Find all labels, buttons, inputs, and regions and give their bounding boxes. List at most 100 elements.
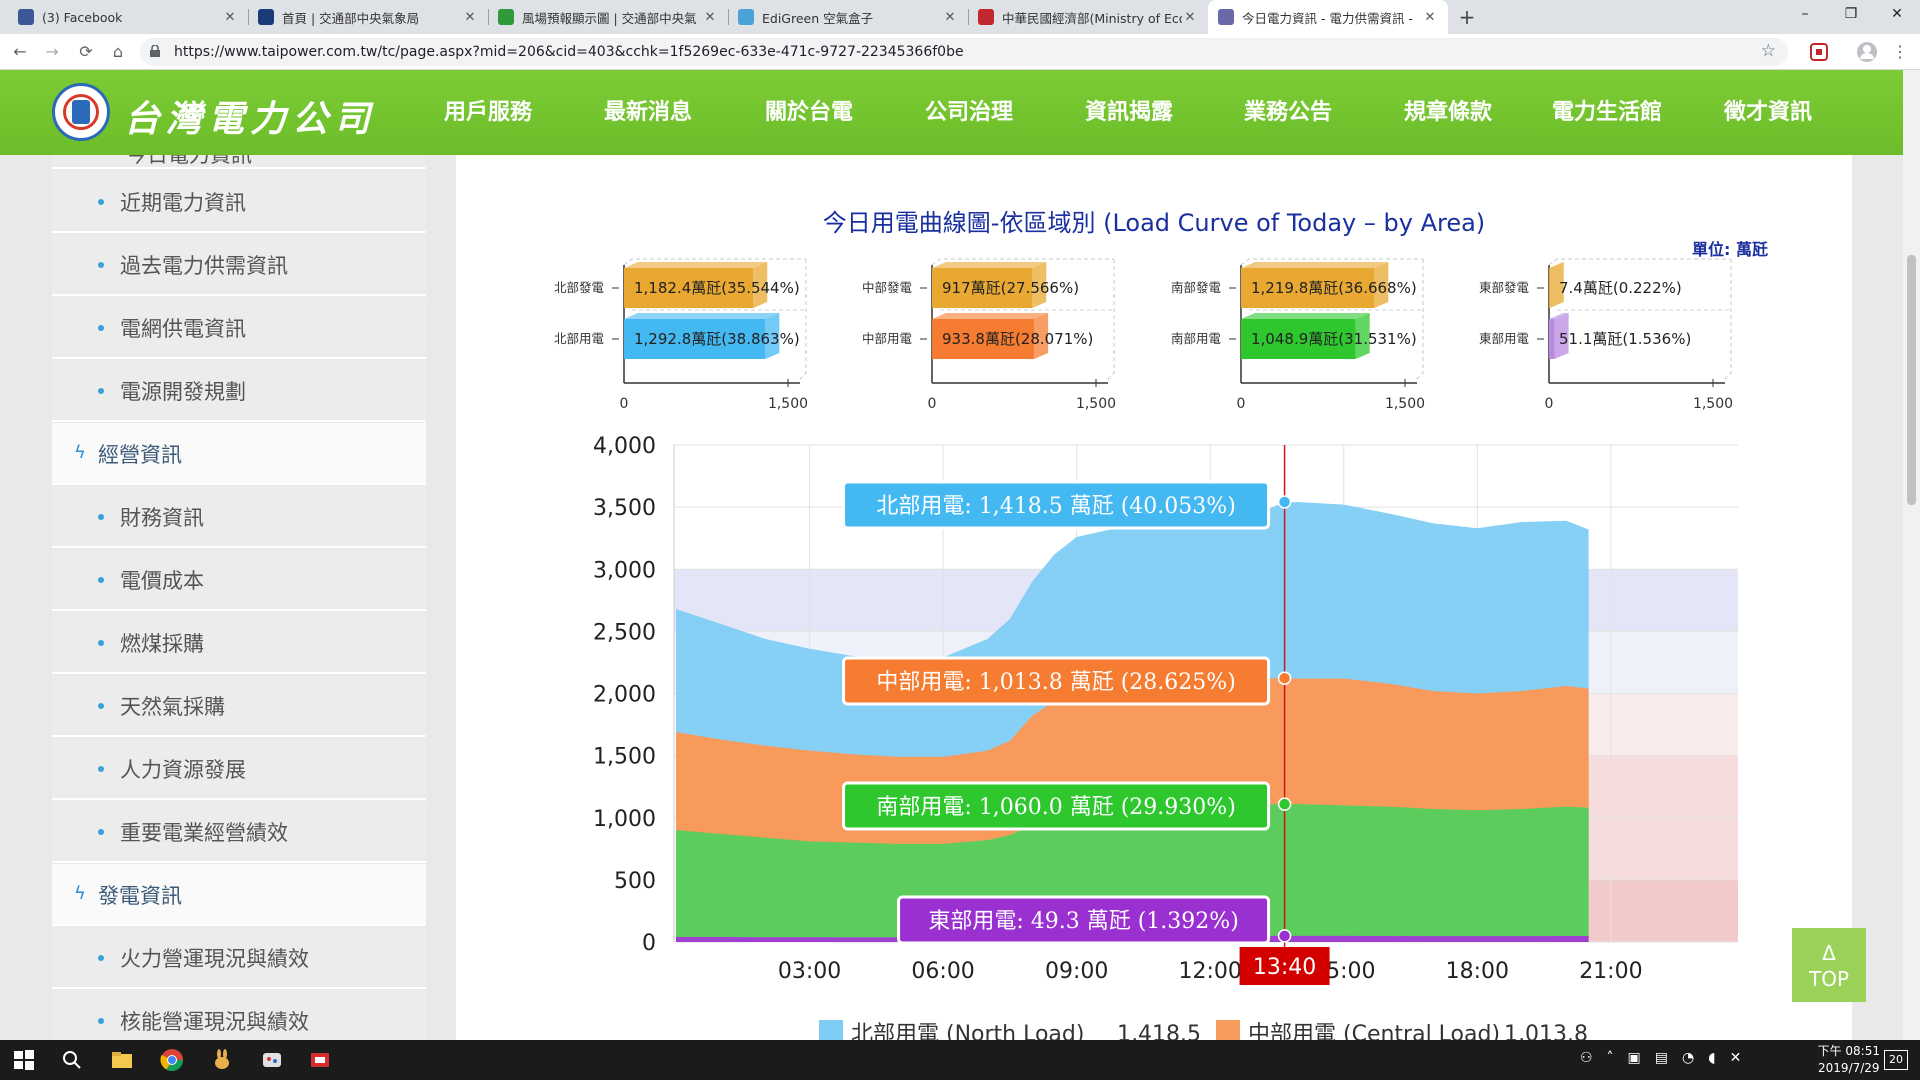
- sidebar-item[interactable]: 火力營運現況與績效: [52, 927, 426, 989]
- notification-center-icon[interactable]: 20: [1884, 1050, 1908, 1070]
- bar-load[interactable]: [1549, 319, 1555, 359]
- sidebar-item[interactable]: 天然氣採購: [52, 675, 426, 737]
- menu-icon[interactable]: ⋮: [1892, 42, 1908, 61]
- browser-tab[interactable]: 風場預報顯示圖 | 交通部中央氣 ✕: [488, 0, 728, 34]
- close-window-button[interactable]: ✕: [1891, 6, 1903, 22]
- app-red-icon[interactable]: [308, 1048, 332, 1072]
- chrome-icon[interactable]: [160, 1048, 184, 1072]
- x-tick-label: 1,500: [1385, 396, 1425, 412]
- sidebar-item[interactable]: 重要電業經營績效: [52, 801, 426, 863]
- sidebar-item[interactable]: 電源開發規劃: [52, 360, 426, 422]
- url-text: https://www.taipower.com.tw/tc/page.aspx…: [174, 44, 964, 60]
- bar-generation[interactable]: [624, 268, 754, 308]
- cursor-time-label: 13:40: [1253, 955, 1316, 980]
- sidebar-item[interactable]: 電價成本: [52, 549, 426, 611]
- back-icon[interactable]: ←: [13, 42, 27, 61]
- home-icon[interactable]: ⌂: [112, 42, 124, 61]
- bar-side: [1355, 313, 1370, 359]
- sidebar-item[interactable]: 燃煤採購: [52, 612, 426, 674]
- nav-item-2[interactable]: 最新消息: [604, 100, 693, 125]
- profile-avatar-icon[interactable]: [1856, 41, 1878, 63]
- tab-close-icon[interactable]: ✕: [704, 9, 716, 25]
- tab-close-icon[interactable]: ✕: [464, 9, 476, 25]
- bar-load[interactable]: [624, 319, 766, 359]
- sidebar-section-header[interactable]: ϟ 發電資訊: [52, 864, 426, 926]
- sidebar-item[interactable]: 近期電力資訊: [52, 171, 426, 233]
- maximize-button[interactable]: ❐: [1844, 6, 1858, 22]
- browser-tab[interactable]: (3) Facebook ✕: [8, 0, 248, 34]
- browser-tab[interactable]: 今日電力資訊 - 電力供需資訊 - ✕: [1208, 0, 1448, 34]
- series-point-marker[interactable]: [1277, 797, 1292, 811]
- bar-generation[interactable]: [932, 268, 1033, 308]
- x-tick-label: 0: [620, 396, 629, 412]
- new-tab-button[interactable]: +: [1458, 5, 1476, 29]
- nav-item-9[interactable]: 徵才資訊: [1724, 100, 1813, 125]
- taipower-logo-icon[interactable]: [52, 83, 110, 141]
- legend-swatch[interactable]: [1216, 1020, 1240, 1040]
- sidebar-item[interactable]: 人力資源發展: [52, 738, 426, 800]
- tab-title: 中華民國經濟部(Ministry of Eco: [1002, 10, 1182, 26]
- nav-item-5[interactable]: 資訊揭露: [1085, 100, 1174, 125]
- sidebar-item-label: 財務資訊: [120, 506, 204, 530]
- extension-icon[interactable]: [1808, 41, 1830, 63]
- scrollbar-thumb[interactable]: [1907, 255, 1916, 505]
- tab-separator: [488, 9, 489, 25]
- url-field[interactable]: https://www.taipower.com.tw/tc/page.aspx…: [140, 38, 1788, 66]
- sidebar-item[interactable]: 財務資訊: [52, 486, 426, 548]
- sidebar-item[interactable]: 核能營運現況與績效: [52, 990, 426, 1040]
- sidebar-item-partial[interactable]: 今日電力資訊: [52, 155, 426, 169]
- favicon-icon: [978, 9, 994, 25]
- series-point-marker[interactable]: [1277, 929, 1292, 943]
- bar-load[interactable]: [932, 319, 1035, 359]
- system-tray-icons[interactable]: ⚇˄▣▤◔◖✕: [1580, 1050, 1756, 1066]
- bar-generation[interactable]: [1241, 268, 1375, 308]
- nav-item-1[interactable]: 用戶服務: [444, 100, 533, 125]
- x-tick-label: 0: [1237, 396, 1246, 412]
- nav-item-6[interactable]: 業務公告: [1244, 100, 1333, 125]
- app-paint-icon[interactable]: [260, 1048, 284, 1072]
- tab-close-icon[interactable]: ✕: [944, 9, 956, 25]
- region-bar-chart-3: 南部發電 1,219.8萬瓩(36.668%) 南部用電 1,048.9萬瓩(31.5…: [1171, 258, 1425, 412]
- bookmark-star-icon[interactable]: ☆: [1760, 41, 1776, 61]
- legend-swatch[interactable]: [819, 1020, 843, 1040]
- taskbar-clock[interactable]: 下午 08:51 2019/7/29: [1818, 1043, 1880, 1077]
- sidebar-section-header[interactable]: ϟ 經營資訊: [52, 423, 426, 485]
- nav-item-8[interactable]: 電力生活館: [1552, 100, 1663, 125]
- bar-side: [1554, 313, 1569, 359]
- sidebar-item[interactable]: 電網供電資訊: [52, 297, 426, 359]
- tab-close-icon[interactable]: ✕: [1184, 9, 1196, 25]
- logo-text[interactable]: 台灣電力公司: [124, 98, 377, 140]
- tab-close-icon[interactable]: ✕: [1424, 9, 1436, 25]
- tab-close-icon[interactable]: ✕: [224, 9, 236, 25]
- browser-tab[interactable]: EdiGreen 空氣盒子 ✕: [728, 0, 968, 34]
- sidebar-item-label: 天然氣採購: [120, 695, 225, 719]
- reload-icon[interactable]: ⟳: [79, 42, 93, 61]
- nav-item-7[interactable]: 規章條款: [1404, 100, 1493, 125]
- cursor-time-badge: [1239, 947, 1330, 985]
- file-explorer-icon[interactable]: [110, 1048, 134, 1072]
- app-rabbit-icon[interactable]: [210, 1048, 234, 1072]
- legend-label: 北部用電 (North Load): [851, 1022, 1084, 1040]
- browser-tab[interactable]: 首頁 | 交通部中央氣象局 ✕: [248, 0, 488, 34]
- windows-start-icon[interactable]: [12, 1048, 36, 1072]
- top-label: TOP: [1808, 967, 1850, 991]
- load-curve-chart: 北部發電 1,182.4萬瓩(35.544%) 北部用電 1,292.8萬瓩(38.8…: [554, 258, 1738, 1040]
- nav-item-4[interactable]: 公司治理: [925, 100, 1014, 125]
- y-tick-label: 2,000: [593, 683, 656, 708]
- bar-value-label: 917萬瓩(27.566%): [942, 279, 1079, 297]
- bar-generation[interactable]: [1549, 268, 1550, 308]
- sidebar-item[interactable]: 過去電力供需資訊: [52, 234, 426, 296]
- x-tick-label: 0: [928, 396, 937, 412]
- y-tick-label: 3,500: [593, 496, 656, 521]
- search-icon[interactable]: [60, 1048, 84, 1072]
- back-to-top-button[interactable]: Δ TOP: [1792, 928, 1866, 1002]
- page-scrollbar[interactable]: [1903, 70, 1920, 1040]
- series-point-marker[interactable]: [1277, 671, 1292, 685]
- forward-icon[interactable]: →: [45, 42, 59, 61]
- minimize-button[interactable]: –: [1801, 6, 1809, 22]
- bar-load[interactable]: [1241, 319, 1356, 359]
- nav-item-3[interactable]: 關於台電: [765, 100, 854, 125]
- region-bar-chart-4: 東部發電 7.4萬瓩(0.222%) 東部用電 51.1萬瓩(1.536%) 0 1,50…: [1479, 258, 1733, 412]
- series-point-marker[interactable]: [1277, 495, 1292, 509]
- browser-tab[interactable]: 中華民國經濟部(Ministry of Eco ✕: [968, 0, 1208, 34]
